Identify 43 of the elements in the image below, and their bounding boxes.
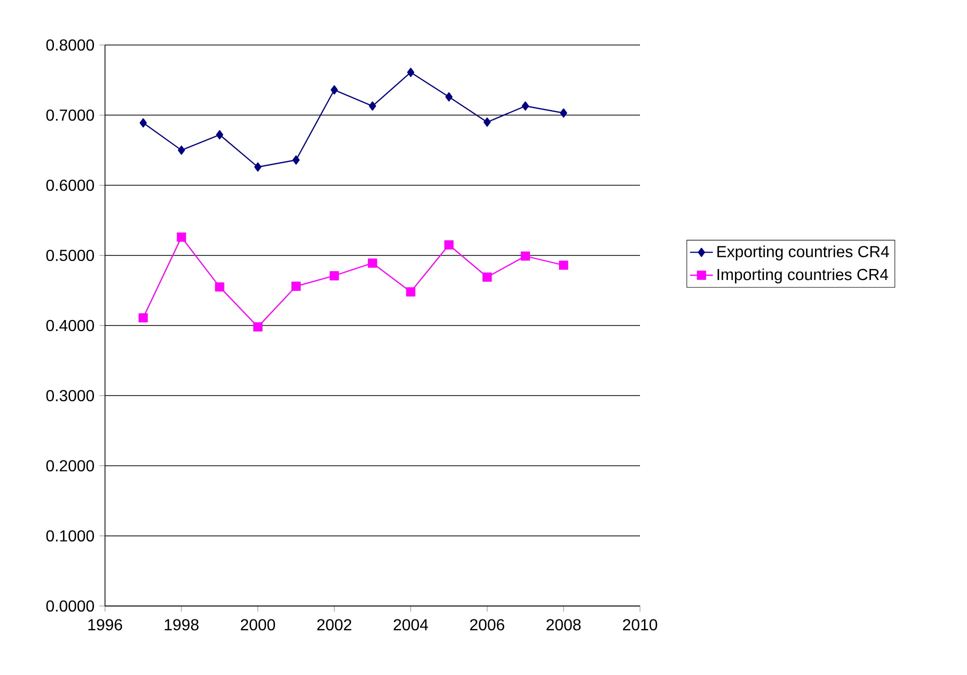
point xyxy=(522,101,529,111)
point xyxy=(178,146,186,155)
y-tick-label: 0.7000 xyxy=(46,109,94,121)
point xyxy=(254,162,262,172)
point xyxy=(558,260,568,270)
y-tick-label: 0.0000 xyxy=(46,600,94,612)
point xyxy=(292,155,300,165)
y-tick-label: 0.3000 xyxy=(46,390,94,402)
point xyxy=(444,240,454,250)
x-tick-label: 1998 xyxy=(164,619,199,630)
y-tick-label: 0.6000 xyxy=(46,180,94,191)
y-tick-label: 0.8000 xyxy=(46,39,94,51)
x-tick-label: 2006 xyxy=(470,619,504,630)
point xyxy=(140,118,147,128)
point xyxy=(560,108,568,118)
point xyxy=(330,85,338,94)
point xyxy=(482,272,492,282)
x-tick-label: 2002 xyxy=(317,619,352,630)
point xyxy=(406,287,416,296)
point xyxy=(520,251,530,261)
y-tick-label: 0.2000 xyxy=(46,460,94,472)
point xyxy=(291,282,301,291)
legend-label: Exporting countries CR4 xyxy=(717,246,890,260)
point xyxy=(253,322,262,332)
point xyxy=(330,271,339,280)
x-tick-label: 1996 xyxy=(88,619,122,630)
point xyxy=(368,101,376,111)
point xyxy=(216,130,224,140)
x-tick-label: 2000 xyxy=(240,619,276,630)
y-tick-label: 0.4000 xyxy=(46,320,94,332)
legend-label: Importing countries CR4 xyxy=(718,268,888,284)
point xyxy=(368,258,378,268)
x-tick-label: 2008 xyxy=(546,619,581,630)
x-tick-label: 2004 xyxy=(394,619,428,630)
point xyxy=(176,232,186,242)
y-tick-label: 0.1000 xyxy=(46,530,94,542)
point xyxy=(407,68,414,77)
point xyxy=(445,92,453,102)
point xyxy=(215,282,224,292)
point xyxy=(138,313,148,322)
x-tick-label: 2010 xyxy=(623,619,658,630)
point xyxy=(484,118,491,127)
y-tick-label: 0.5000 xyxy=(46,250,94,262)
